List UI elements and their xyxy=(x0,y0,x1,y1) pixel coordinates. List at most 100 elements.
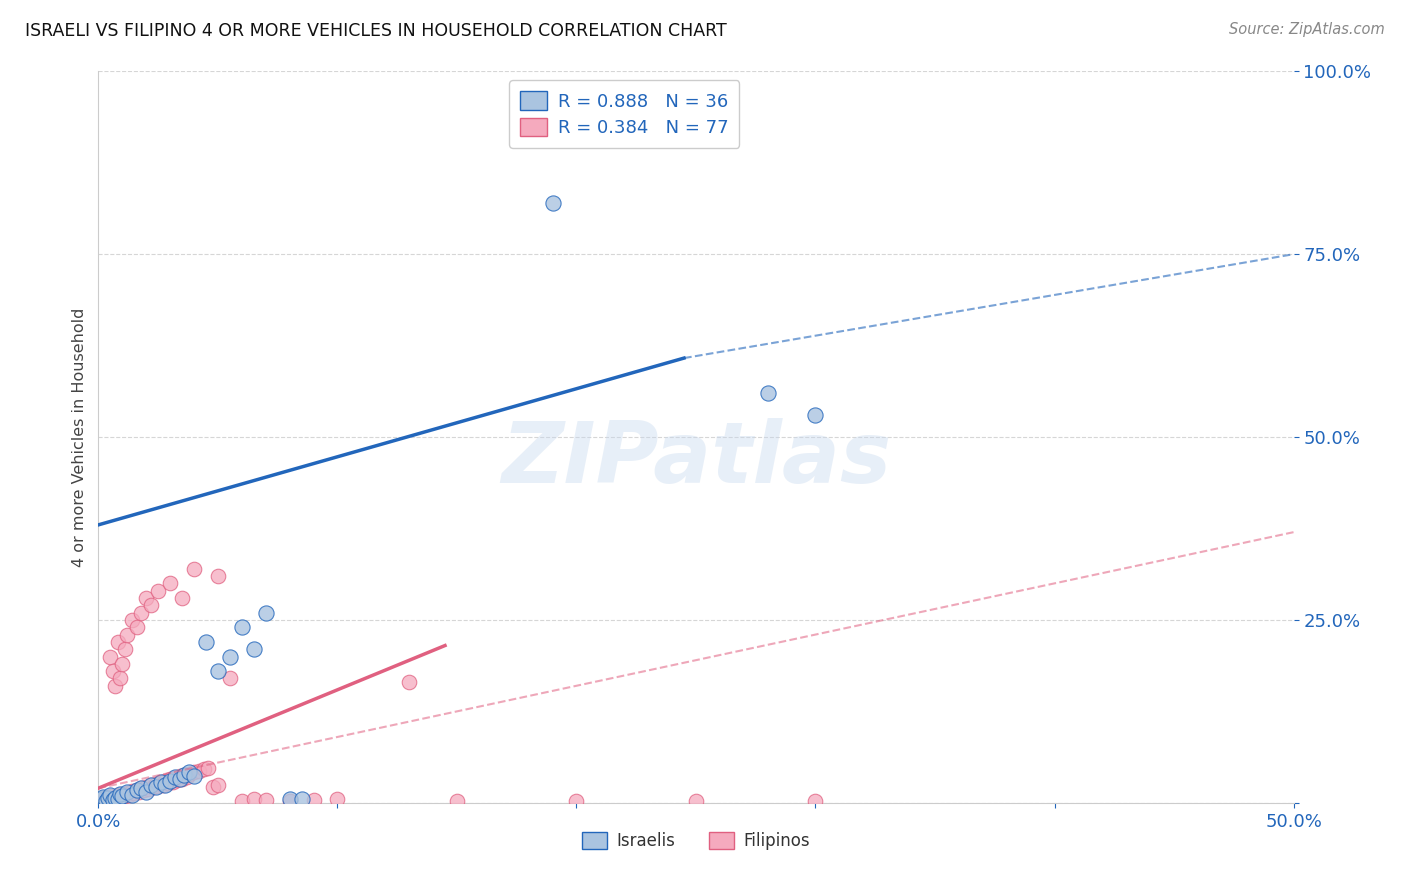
Point xyxy=(159,576,181,591)
Point xyxy=(131,606,153,620)
Point xyxy=(124,786,146,800)
Point xyxy=(104,789,127,804)
Point xyxy=(166,773,188,788)
Point xyxy=(121,788,143,802)
Point xyxy=(98,789,122,804)
Point xyxy=(98,789,122,803)
Point xyxy=(254,793,277,807)
Point xyxy=(302,793,325,807)
Point xyxy=(243,792,266,806)
Text: ISRAELI VS FILIPINO 4 OR MORE VEHICLES IN HOUSEHOLD CORRELATION CHART: ISRAELI VS FILIPINO 4 OR MORE VEHICLES I… xyxy=(25,22,727,40)
Point xyxy=(115,785,138,799)
Point xyxy=(115,627,138,641)
Point xyxy=(148,779,170,793)
Point xyxy=(172,591,194,605)
Point xyxy=(111,657,134,671)
Point xyxy=(104,790,127,805)
Point xyxy=(187,764,209,778)
Point xyxy=(152,778,174,792)
Point xyxy=(111,787,134,801)
Point xyxy=(756,386,779,401)
Point xyxy=(118,788,141,802)
Point xyxy=(90,792,112,806)
Point xyxy=(202,780,225,794)
Legend: Israelis, Filipinos: Israelis, Filipinos xyxy=(572,822,820,860)
Point xyxy=(163,770,186,784)
Point xyxy=(135,591,157,605)
Point xyxy=(142,780,165,795)
Point xyxy=(162,774,184,789)
Point xyxy=(183,769,205,783)
Point xyxy=(108,790,131,805)
Point xyxy=(197,761,219,775)
Point xyxy=(97,792,120,806)
Point xyxy=(179,766,201,780)
Point xyxy=(176,770,198,784)
Point xyxy=(159,773,181,788)
Point xyxy=(804,794,827,808)
Point xyxy=(278,794,301,808)
Point xyxy=(114,789,136,804)
Point xyxy=(804,408,827,422)
Point xyxy=(541,196,564,211)
Point xyxy=(101,793,124,807)
Point xyxy=(254,606,277,620)
Point xyxy=(155,778,177,792)
Point xyxy=(173,768,195,782)
Point xyxy=(107,635,129,649)
Point xyxy=(183,765,205,780)
Point xyxy=(128,785,150,799)
Point xyxy=(173,768,195,782)
Point xyxy=(132,783,155,797)
Point xyxy=(104,679,127,693)
Point xyxy=(172,772,194,786)
Point xyxy=(131,781,153,796)
Point xyxy=(91,794,114,808)
Y-axis label: 4 or more Vehicles in Household: 4 or more Vehicles in Household xyxy=(72,308,87,566)
Point xyxy=(138,781,160,796)
Point xyxy=(135,780,157,794)
Point xyxy=(98,649,122,664)
Point xyxy=(278,792,301,806)
Point xyxy=(685,794,707,808)
Point xyxy=(125,782,148,797)
Point xyxy=(565,794,588,808)
Point xyxy=(125,782,148,797)
Point xyxy=(291,792,314,806)
Point xyxy=(111,789,134,804)
Point xyxy=(446,794,468,808)
Point xyxy=(131,781,153,796)
Point xyxy=(125,620,148,634)
Point xyxy=(243,642,266,657)
Point xyxy=(169,772,191,787)
Point xyxy=(107,789,129,803)
Point xyxy=(97,791,120,805)
Point xyxy=(207,664,229,678)
Point xyxy=(159,772,181,787)
Point xyxy=(169,769,191,783)
Point xyxy=(91,789,114,804)
Point xyxy=(107,792,129,806)
Point xyxy=(195,635,218,649)
Point xyxy=(149,775,172,789)
Point xyxy=(101,791,124,805)
Point xyxy=(207,778,229,792)
Point xyxy=(219,672,242,686)
Point xyxy=(193,762,215,776)
Point xyxy=(326,792,349,806)
Text: Source: ZipAtlas.com: Source: ZipAtlas.com xyxy=(1229,22,1385,37)
Point xyxy=(207,569,229,583)
Point xyxy=(155,773,177,788)
Point xyxy=(135,785,157,799)
Point xyxy=(121,613,143,627)
Point xyxy=(149,775,172,789)
Point xyxy=(156,776,179,790)
Point xyxy=(179,765,201,780)
Point xyxy=(231,794,253,808)
Point xyxy=(101,664,124,678)
Point xyxy=(139,778,162,792)
Point xyxy=(139,599,162,613)
Point xyxy=(90,792,112,806)
Point xyxy=(163,771,186,785)
Point xyxy=(94,790,117,805)
